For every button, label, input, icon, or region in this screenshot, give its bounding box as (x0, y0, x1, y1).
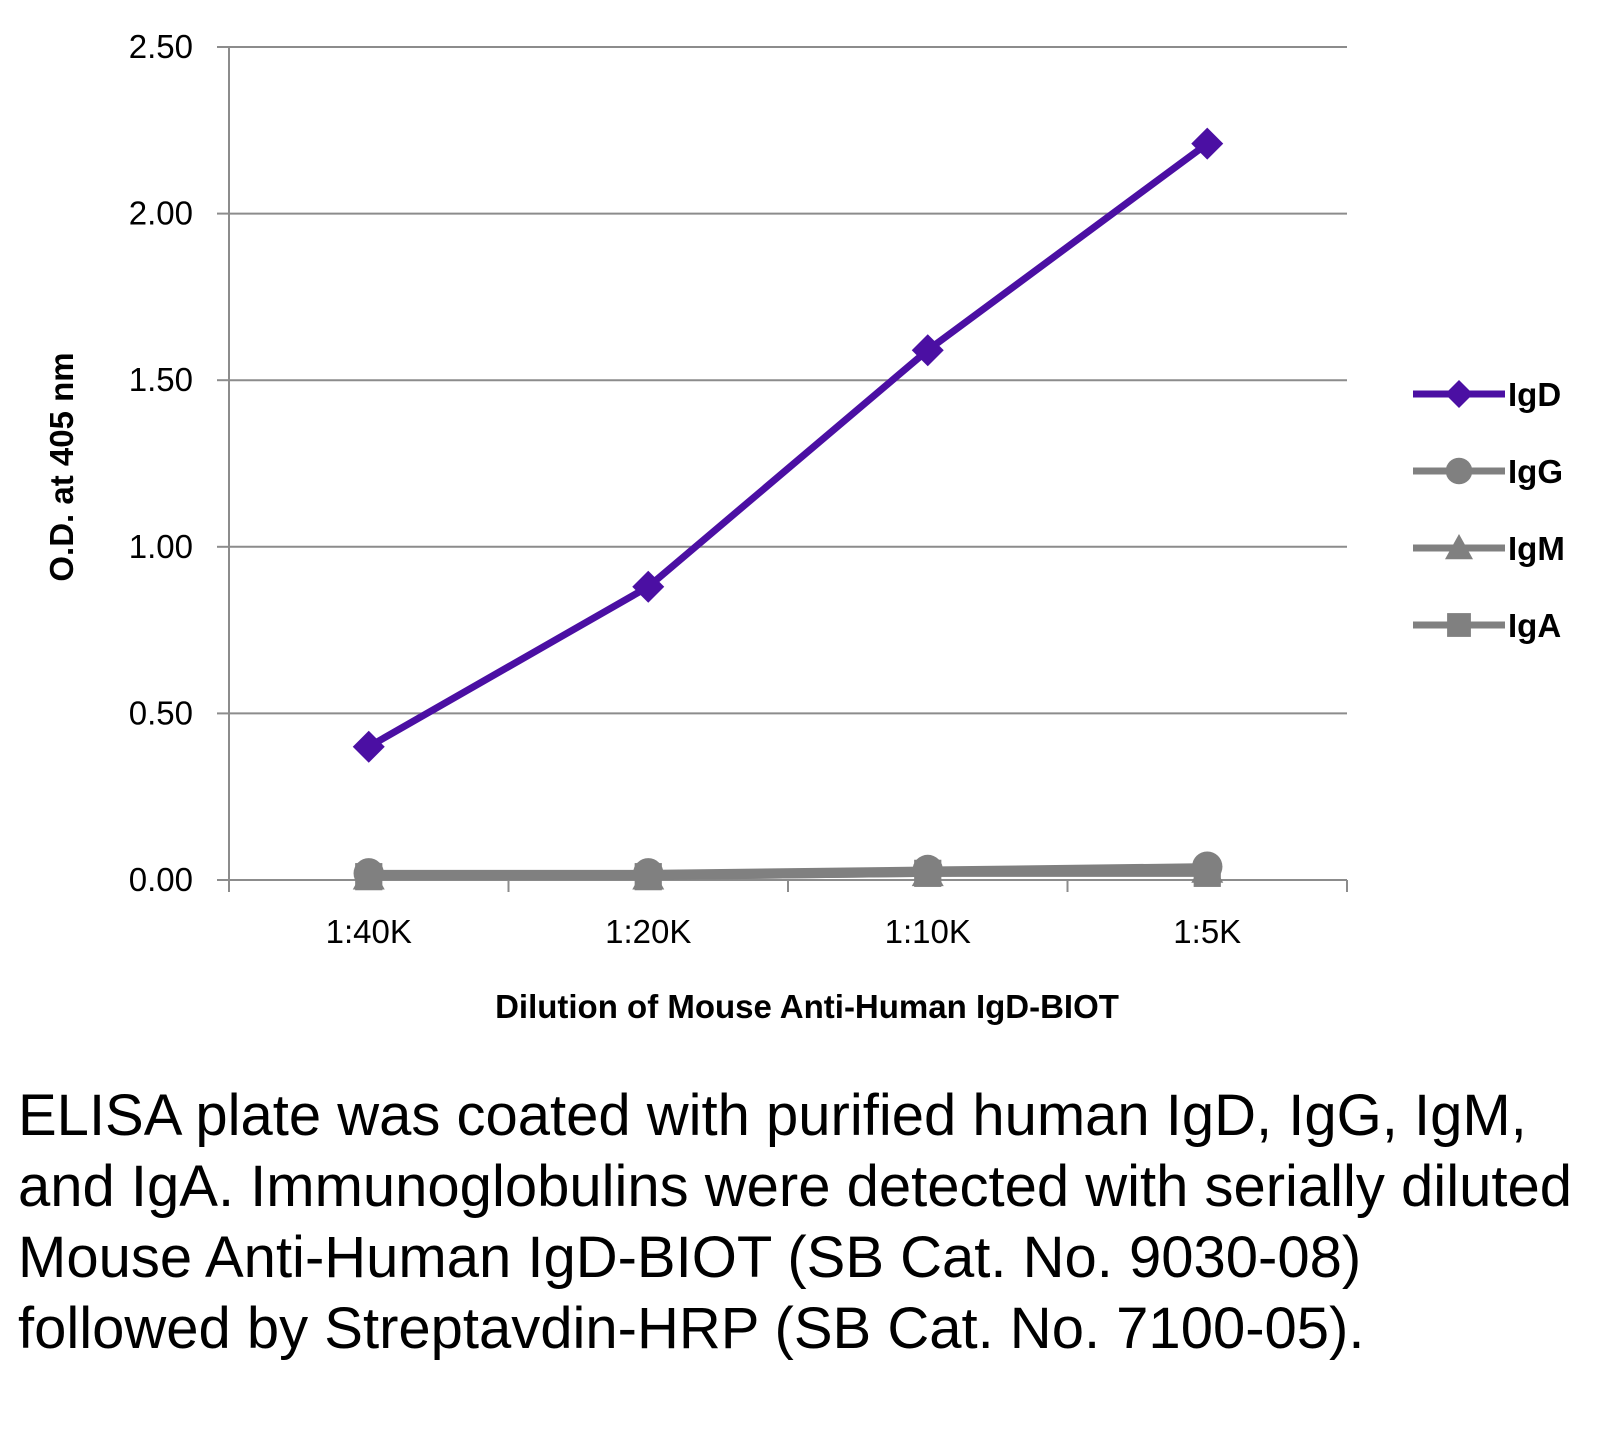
series-group (352, 127, 1224, 891)
series-igg (353, 851, 1223, 889)
data-point (633, 858, 664, 889)
y-tick-label: 0.00 (129, 861, 193, 898)
series-line (367, 140, 1210, 750)
data-point (1191, 127, 1224, 160)
legend-item-igd: IgD (1413, 376, 1561, 413)
y-tick-label: 2.50 (129, 28, 193, 65)
legend-marker (1445, 457, 1473, 485)
axes: 1:40K 1:20K 1:10K 1:5K (228, 47, 1348, 950)
x-tick-label: 1:40K (326, 913, 412, 950)
legend: IgD IgG IgM IgA (1413, 376, 1565, 644)
legend-label: IgD (1508, 376, 1561, 413)
data-point (912, 854, 943, 886)
data-point (1192, 851, 1223, 882)
series-line (368, 863, 1208, 877)
data-point (632, 570, 665, 603)
x-axis-title: Dilution of Mouse Anti-Human IgD-BIOT (495, 988, 1119, 1025)
x-tick-label: 1:20K (605, 913, 691, 950)
figure-caption: ELISA plate was coated with purified hum… (18, 1083, 1572, 1361)
legend-marker (1445, 534, 1473, 560)
elisa-line-chart: 0.00 0.50 1.00 1.50 2.00 2.50 1:40K 1:20K 1:10K… (43, 28, 1565, 1025)
y-tick-label: 1.00 (129, 528, 193, 565)
data-point (352, 730, 385, 763)
legend-item-iga: IgA (1413, 607, 1561, 644)
data-point (353, 858, 384, 889)
x-tick-label: 1:10K (885, 913, 971, 950)
legend-marker (1445, 380, 1473, 408)
y-tick-label: 2.00 (129, 195, 193, 232)
legend-item-igm: IgM (1413, 530, 1565, 567)
legend-label: IgA (1508, 607, 1561, 644)
data-point (911, 334, 944, 367)
legend-item-igg: IgG (1413, 453, 1563, 490)
legend-label: IgG (1508, 453, 1563, 490)
legend-label: IgM (1508, 530, 1565, 567)
legend-marker (1447, 613, 1471, 637)
y-axis-title: O.D. at 405 nm (43, 352, 80, 581)
gridlines: 0.00 0.50 1.00 1.50 2.00 2.50 (129, 28, 1347, 898)
y-tick-label: 0.50 (129, 694, 193, 731)
series-igd (352, 127, 1224, 763)
y-tick-label: 1.50 (129, 361, 193, 398)
x-tick-label: 1:5K (1173, 913, 1241, 950)
